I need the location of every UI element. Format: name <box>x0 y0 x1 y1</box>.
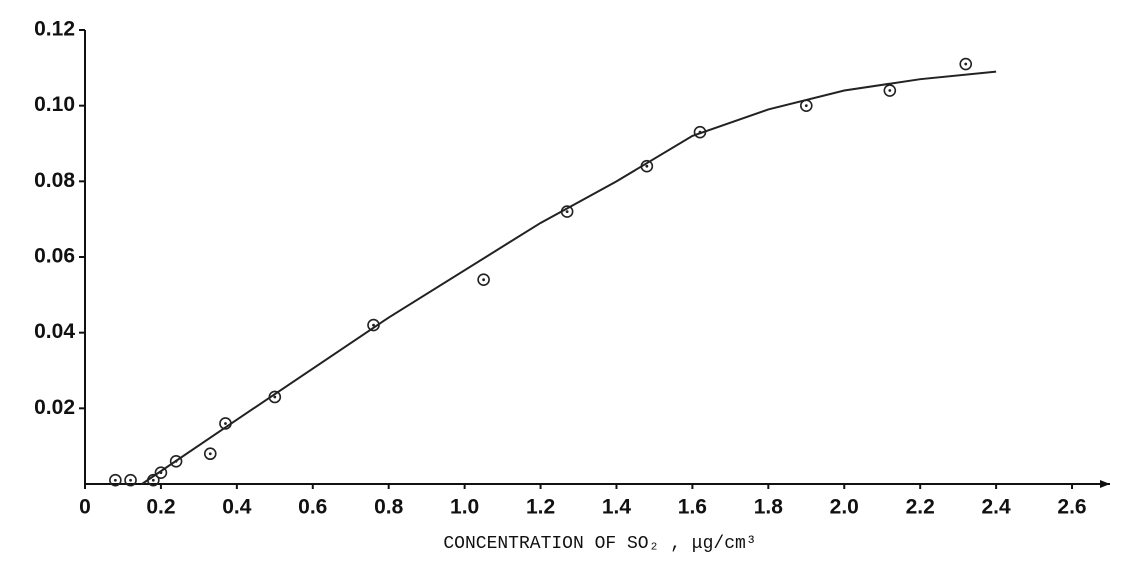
y-tick-label: 0.12 <box>34 18 75 41</box>
x-tick-label: 0.2 <box>146 496 175 519</box>
data-point-dot <box>645 165 648 168</box>
fit-curve <box>142 72 996 484</box>
y-tick-label: 0.02 <box>34 396 75 419</box>
data-point-dot <box>372 324 375 327</box>
data-point-dot <box>224 422 227 425</box>
data-point-dot <box>699 131 702 134</box>
data-point-dot <box>482 278 485 281</box>
x-tick-label: 0.6 <box>298 496 327 519</box>
data-point-dot <box>273 396 276 399</box>
data-point-dot <box>129 479 132 482</box>
y-tick-label: 0.04 <box>34 320 75 343</box>
x-tick-label: 1.8 <box>754 496 784 519</box>
x-tick-label: 2.2 <box>906 496 935 519</box>
x-axis-arrow <box>1100 480 1110 488</box>
x-tick-label: 2.0 <box>830 496 859 519</box>
x-tick-label: 1.6 <box>678 496 707 519</box>
data-point-dot <box>566 210 569 213</box>
chart: CONCENTRATION OF SO₂ , μg/cm³ 0.02 0.04 0.… <box>0 0 1129 563</box>
data-point-dot <box>114 479 117 482</box>
data-point-dot <box>888 89 891 92</box>
x-axis-label: CONCENTRATION OF SO₂ , μg/cm³ <box>443 534 756 554</box>
data-point-dot <box>209 452 212 455</box>
x-tick-label: 0.4 <box>222 496 252 519</box>
x-tick-label: 2.4 <box>982 496 1012 519</box>
data-point-dot <box>964 63 967 66</box>
data-point-dot <box>805 104 808 107</box>
y-tick-label: 0.06 <box>34 245 75 268</box>
x-tick-label: 1.2 <box>526 496 555 519</box>
y-tick-label: 0.10 <box>34 93 75 116</box>
y-tick-label: 0.08 <box>34 169 75 192</box>
data-point-dot <box>175 460 178 463</box>
x-tick-label: 1.4 <box>602 496 632 519</box>
data-point-dot <box>152 479 155 482</box>
x-tick-label: 2.6 <box>1057 496 1086 519</box>
x-tick-label: 0 <box>79 496 91 519</box>
x-tick-label: 0.8 <box>374 496 404 519</box>
x-tick-label: 1.0 <box>450 496 479 519</box>
data-point-dot <box>160 471 163 474</box>
